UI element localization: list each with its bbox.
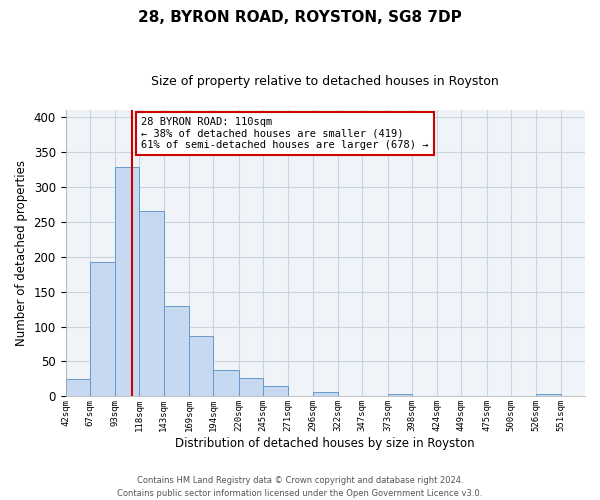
Bar	[164, 306, 189, 396]
Title: Size of property relative to detached houses in Royston: Size of property relative to detached ho…	[151, 75, 499, 88]
Bar	[388, 394, 412, 396]
Bar	[536, 394, 560, 396]
Bar	[189, 336, 214, 396]
Bar	[90, 262, 115, 396]
Bar	[214, 370, 239, 396]
Bar	[115, 168, 139, 396]
X-axis label: Distribution of detached houses by size in Royston: Distribution of detached houses by size …	[175, 437, 475, 450]
Text: Contains HM Land Registry data © Crown copyright and database right 2024.
Contai: Contains HM Land Registry data © Crown c…	[118, 476, 482, 498]
Bar	[313, 392, 338, 396]
Bar	[239, 378, 263, 396]
Y-axis label: Number of detached properties: Number of detached properties	[15, 160, 28, 346]
Text: 28, BYRON ROAD, ROYSTON, SG8 7DP: 28, BYRON ROAD, ROYSTON, SG8 7DP	[138, 10, 462, 25]
Text: 28 BYRON ROAD: 110sqm
← 38% of detached houses are smaller (419)
61% of semi-det: 28 BYRON ROAD: 110sqm ← 38% of detached …	[142, 117, 429, 150]
Bar	[263, 386, 288, 396]
Bar	[139, 212, 164, 396]
Bar	[65, 379, 90, 396]
